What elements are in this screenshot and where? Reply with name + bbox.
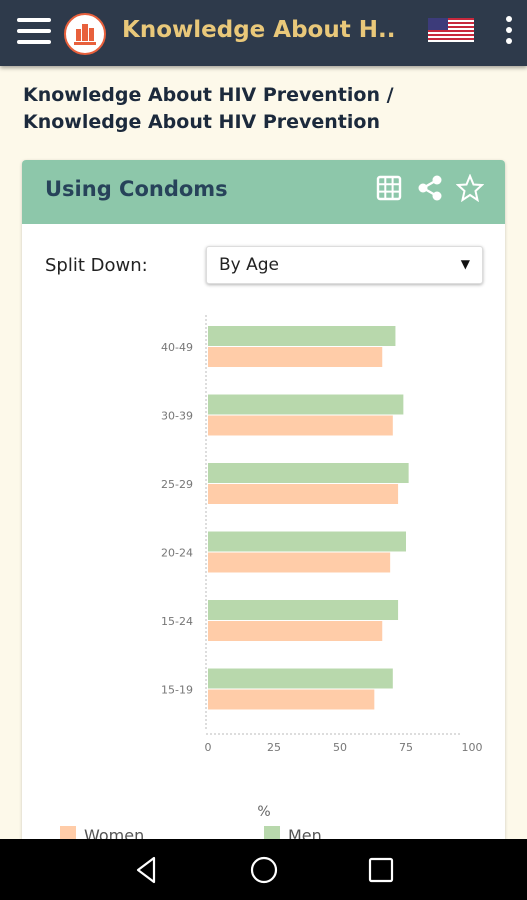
dropdown-arrow-icon: ▼	[460, 257, 470, 271]
y-tick-label: 15-19	[161, 684, 193, 697]
bar-women-15-19	[208, 689, 375, 710]
app-bar: Knowledge About H...	[0, 0, 527, 66]
bar-women-30-39	[208, 415, 393, 436]
split-down-label: Split Down:	[45, 255, 148, 276]
bar-women-40-49	[208, 347, 383, 367]
bar-women-15-24	[208, 621, 383, 641]
hamburger-menu-icon[interactable]	[17, 18, 51, 46]
card-title: Using Condoms	[45, 177, 228, 201]
bar-men-40-49	[208, 326, 396, 346]
bar-men-15-19	[208, 668, 393, 689]
legend-swatch-women	[60, 826, 76, 842]
chart-card: Using Condoms Split Dow	[22, 160, 505, 860]
star-icon[interactable]	[455, 173, 485, 203]
y-tick-label: 30-39	[161, 410, 193, 423]
app-logo-icon	[64, 13, 106, 55]
app-title: Knowledge About H...	[122, 17, 397, 43]
table-icon[interactable]	[376, 174, 404, 202]
home-icon[interactable]	[249, 855, 279, 885]
x-tick-label: 50	[333, 741, 347, 754]
x-tick-label: 0	[205, 741, 212, 754]
split-down-select[interactable]: By Age ▼	[206, 246, 483, 284]
y-tick-label: 25-29	[161, 478, 193, 491]
system-nav-bar	[0, 839, 527, 900]
recents-icon[interactable]	[366, 855, 396, 885]
bar-men-20-24	[208, 531, 406, 552]
bar-men-30-39	[208, 394, 404, 415]
bar-women-25-29	[208, 484, 399, 504]
bar-women-20-24	[208, 552, 391, 573]
split-down-value: By Age	[219, 255, 280, 275]
y-tick-label: 40-49	[161, 341, 193, 354]
more-vert-icon[interactable]	[505, 16, 513, 48]
x-tick-label: 25	[267, 741, 281, 754]
y-tick-label: 15-24	[161, 615, 193, 628]
back-icon[interactable]	[132, 855, 162, 885]
x-axis-label: %	[257, 804, 270, 820]
legend-swatch-men	[264, 826, 280, 842]
bar-men-15-24	[208, 600, 399, 620]
bar-men-25-29	[208, 463, 409, 483]
y-tick-label: 20-24	[161, 547, 193, 560]
bar-chart: 40-49 30-39 25-29 20-24 15-24 15-19 0 25 50 75 100…	[161, 315, 483, 820]
breadcrumb: Knowledge About HIV Prevention / Knowled…	[23, 84, 394, 133]
x-tick-label: 75	[399, 741, 413, 754]
us-flag-icon[interactable]	[428, 18, 474, 42]
share-icon[interactable]	[416, 174, 444, 202]
card-header: Using Condoms	[22, 160, 505, 224]
x-tick-label: 100	[462, 741, 483, 754]
